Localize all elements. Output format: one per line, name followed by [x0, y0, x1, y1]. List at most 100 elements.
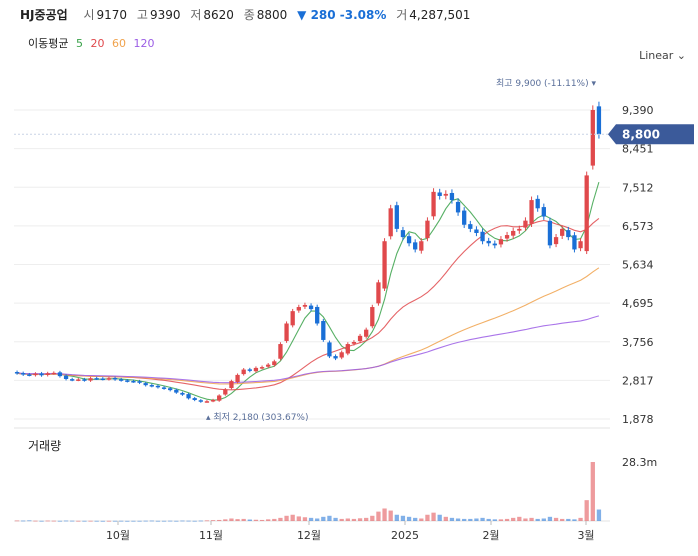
volume-bar [27, 520, 32, 522]
candle-body [492, 243, 497, 246]
volume-bar [45, 520, 50, 522]
high-marker-label: 최고 9,900 (-11.11%) ▾ [496, 78, 596, 89]
volume-bar [578, 517, 583, 521]
volume-bar [560, 518, 565, 521]
volume-bar [511, 517, 516, 521]
ma-20-line [17, 217, 600, 391]
volume-bar [486, 518, 491, 521]
volume-bar [39, 520, 44, 522]
candle-body [21, 373, 26, 375]
candle-body [253, 367, 259, 372]
volume-panel-label: 거래량 [28, 439, 62, 453]
volume-bar [596, 509, 602, 521]
ma-legend-label: 이동평균 [28, 37, 69, 50]
volume-bar [290, 514, 295, 521]
volume-bar [523, 518, 528, 521]
volume-bar [449, 517, 455, 521]
volume-bar [235, 519, 240, 521]
x-tick-label: 2월 [482, 529, 499, 542]
x-tick-label: 2025 [391, 529, 419, 542]
grid-lines [14, 109, 610, 522]
candle-body [14, 372, 20, 374]
volume-max-label: 28.3m [622, 456, 657, 469]
volume-bar [370, 515, 375, 521]
candle-body [425, 220, 430, 239]
volume-bar [425, 514, 430, 521]
volume-bar [217, 519, 222, 521]
candle-body [125, 380, 130, 382]
volume-bar [308, 517, 314, 521]
candle-body [315, 306, 320, 324]
volume-bar [547, 516, 553, 521]
ma-120-line [17, 315, 600, 384]
close-label: 종 [243, 8, 255, 22]
current-price-tag [608, 124, 694, 145]
candle-body [45, 373, 50, 376]
candle-body [584, 175, 589, 252]
volume-bar [266, 519, 271, 521]
candles [14, 101, 602, 403]
volume-bar [400, 515, 406, 521]
candle-body [82, 379, 87, 381]
candle-body [443, 193, 448, 196]
volume-bar [517, 516, 522, 521]
volume-bar [253, 519, 259, 521]
volume-bar [192, 520, 197, 522]
volume-bar [321, 516, 326, 521]
candle-body [161, 387, 167, 389]
candle-body [278, 344, 283, 359]
candle-body [204, 401, 210, 403]
y-tick-label: 8,451 [622, 143, 654, 156]
volume-bar [284, 515, 289, 521]
volume-bar [168, 520, 173, 522]
volume-bar [161, 520, 167, 522]
candle-body [382, 241, 387, 289]
candle-body [388, 208, 393, 237]
candle-body [578, 241, 583, 249]
volume-bar [229, 518, 234, 521]
volume-bar [14, 520, 20, 522]
volume-bar [94, 520, 99, 522]
volume-bar [296, 516, 301, 521]
x-tick-label: 10월 [106, 529, 130, 542]
candle-body [57, 372, 63, 377]
volume-bar [529, 517, 534, 521]
volume-bar [137, 520, 142, 522]
volume-bar [149, 520, 154, 522]
candle-body [462, 210, 467, 225]
candle-body [339, 352, 344, 358]
candle-body [39, 373, 44, 376]
candle-body [259, 367, 265, 369]
ma-legend[interactable]: 이동평균 5 20 60 120 [28, 35, 158, 51]
volume-bar [462, 518, 467, 521]
volume-bar [455, 518, 461, 521]
volume-bar [339, 518, 344, 521]
candle-body [486, 240, 491, 244]
volume-bar [315, 518, 320, 521]
candle-body [106, 378, 112, 380]
candle-body [394, 205, 399, 229]
volume-bar [125, 520, 130, 522]
candle-body [192, 398, 197, 400]
scale-dropdown[interactable]: Linear ⌄ [639, 49, 686, 62]
candle-body [33, 373, 38, 376]
candle-body [63, 375, 69, 380]
candle-body [370, 307, 375, 327]
candle-body [400, 230, 406, 238]
y-tick-label: 6,573 [622, 220, 654, 233]
volume-bar [180, 520, 185, 522]
volume-bar [51, 520, 56, 522]
candle-body [186, 394, 191, 399]
candle-body [529, 200, 534, 224]
candle-body [302, 304, 308, 307]
candle-body [345, 344, 350, 354]
volume-bar [112, 520, 118, 522]
candle-body [241, 369, 246, 375]
y-axis: 9,390 8,451 7,512 6,573 5,634 4,695 3,756 2,817… [622, 104, 654, 426]
volume-bar [431, 512, 436, 521]
candle-body [217, 395, 222, 401]
volume-bar [498, 519, 504, 521]
change-value: ▼ 280 -3.08% [297, 8, 387, 22]
candle-body [308, 305, 314, 310]
